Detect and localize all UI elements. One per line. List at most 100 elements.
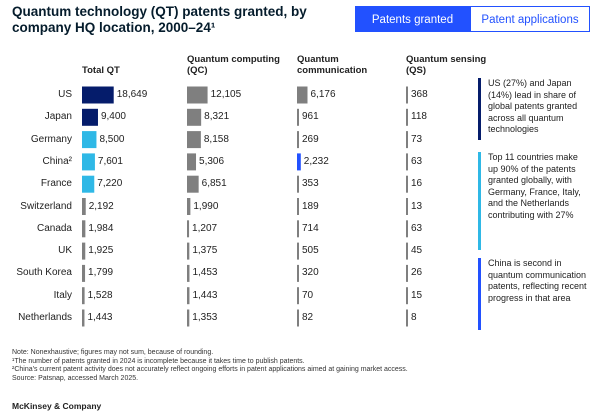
bar [297, 86, 308, 104]
bar [297, 242, 299, 260]
value-label: 13 [411, 200, 423, 212]
bar [406, 220, 408, 238]
category-label: Netherlands [18, 312, 72, 323]
bar [82, 175, 95, 193]
value-label: 1,799 [88, 267, 114, 279]
value-label: 8,321 [204, 111, 230, 123]
bar [297, 175, 299, 193]
category-label: China² [42, 155, 72, 167]
column-header: Quantum sensing (QS) [406, 54, 487, 76]
footnote: ²China's current patent activity does no… [12, 366, 408, 373]
annotation: Top 11 countries make up 90% of the pate… [478, 152, 590, 250]
bar [187, 153, 197, 171]
annotation: China is second in quantum communication… [478, 258, 590, 330]
category-label: Germany [30, 133, 72, 145]
bar [406, 131, 408, 149]
value-label: 16 [411, 178, 423, 190]
bar [187, 287, 190, 305]
bar [82, 198, 86, 215]
bar [297, 198, 299, 215]
category-label: Switzerland [20, 200, 72, 212]
category-label: UK [58, 245, 72, 257]
bar [297, 309, 299, 327]
bar [82, 220, 86, 238]
bar [187, 86, 208, 104]
column-header: Total QT [82, 65, 120, 76]
bar [406, 198, 408, 215]
value-label: 1,984 [88, 222, 114, 234]
value-label: 118 [411, 111, 427, 123]
bar [406, 287, 408, 305]
brand: McKinsey & Company [12, 401, 102, 411]
bar [82, 242, 86, 260]
bar [82, 309, 85, 327]
bar [187, 108, 202, 126]
tab[interactable]: Patents granted [355, 6, 470, 32]
bar [406, 175, 408, 193]
value-label: 2,232 [303, 155, 329, 167]
value-label: 1,990 [193, 200, 219, 212]
bar [187, 175, 199, 193]
bar [297, 131, 299, 149]
bar [187, 309, 190, 327]
bar [82, 287, 85, 305]
column-header: Quantum communication [297, 54, 368, 76]
value-label: 7,601 [97, 155, 123, 167]
value-label: 82 [302, 312, 314, 323]
bar [82, 131, 97, 149]
footnote: Source: Patsnap, accessed March 2025. [12, 374, 139, 382]
value-label: 320 [302, 267, 319, 279]
bar [187, 131, 201, 149]
value-label: 8 [411, 312, 417, 323]
value-label: 18,649 [116, 89, 148, 100]
value-label: 353 [302, 178, 319, 190]
value-label: 368 [411, 89, 428, 100]
value-label: 15 [411, 289, 423, 301]
value-label: 1,443 [87, 312, 113, 323]
value-label: 70 [302, 289, 314, 301]
value-label: 73 [411, 133, 423, 145]
value-label: 1,443 [192, 289, 218, 301]
value-label: 5,306 [199, 155, 225, 167]
column-header: Quantum computing (QC) [187, 54, 280, 76]
value-label: 1,453 [192, 267, 218, 279]
value-label: 8,500 [99, 133, 125, 145]
value-label: 6,851 [201, 178, 227, 190]
value-label: 63 [411, 155, 423, 167]
value-label: 961 [302, 111, 319, 123]
value-label: 714 [302, 222, 319, 234]
value-label: 1,207 [192, 222, 218, 234]
bar [297, 153, 301, 171]
value-label: 7,220 [97, 178, 123, 190]
bar [187, 264, 190, 282]
value-label: 269 [302, 133, 319, 145]
value-label: 505 [302, 245, 319, 257]
value-label: 1,528 [87, 289, 113, 301]
footnote: Note: Nonexhaustive; figures may not sum… [12, 349, 214, 356]
category-label: South Korea [16, 267, 72, 279]
bar [82, 264, 86, 282]
category-label: Canada [36, 222, 72, 234]
chart-title: Quantum technology (QT) patents granted,… [12, 4, 307, 35]
bar [297, 220, 299, 238]
bar [297, 108, 299, 126]
bar [187, 220, 190, 238]
bar [406, 86, 408, 104]
bar [82, 153, 95, 171]
bar [406, 153, 408, 171]
bar [187, 242, 190, 260]
bar [297, 287, 299, 305]
bar [406, 309, 408, 327]
bar [406, 108, 408, 126]
value-label: 1,925 [88, 245, 114, 257]
category-label: Italy [53, 289, 72, 301]
value-label: 45 [411, 245, 423, 257]
tab[interactable]: Patent applications [470, 6, 590, 32]
value-label: 12,105 [210, 89, 242, 100]
value-label: 8,158 [203, 133, 229, 145]
category-label: US [58, 89, 72, 100]
bar [82, 86, 114, 104]
value-label: 1,353 [192, 312, 218, 323]
